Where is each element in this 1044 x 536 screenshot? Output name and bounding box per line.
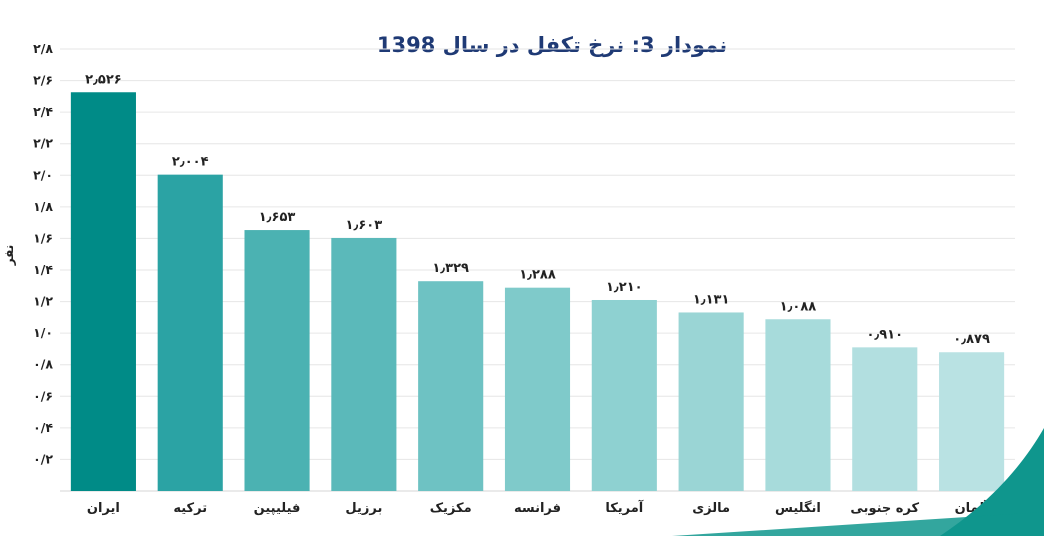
y-tick-label: ۲/۴ xyxy=(33,104,53,119)
category-labels: ایران ترکیه فیلیپین برزیل مکزیک فرانسه آمریکا م… xyxy=(87,499,989,516)
corner-decoration xyxy=(672,428,1044,536)
data-label: ۰٫۹۱۰ xyxy=(866,327,903,342)
data-label: ۱٫۲۸۸ xyxy=(519,268,556,283)
bar xyxy=(504,287,571,491)
y-tick-label: ۰/۴ xyxy=(33,420,53,435)
y-tick-label: ۲/۸ xyxy=(33,41,53,56)
y-axis-label: نفر xyxy=(2,245,16,267)
data-label: ۱٫۳۲۹ xyxy=(432,261,469,276)
bar xyxy=(70,92,136,491)
y-tick-label: ۱/۰ xyxy=(33,325,53,340)
y-tick-label: ۲/۶ xyxy=(33,73,53,88)
category-label: کره جنوبی xyxy=(850,501,919,516)
bars xyxy=(70,92,1005,492)
bar xyxy=(852,347,918,491)
data-label: ۲٫۵۲۶ xyxy=(85,72,122,87)
y-tick-label: ۲/۲ xyxy=(33,136,53,151)
category-label: برزیل xyxy=(345,501,382,516)
category-label: فرانسه xyxy=(514,501,561,516)
data-label: ۱٫۶۰۳ xyxy=(346,218,383,233)
bar xyxy=(591,299,657,491)
data-label: ۱٫۲۱۰ xyxy=(606,280,643,295)
y-tick-label: ۱/۲ xyxy=(33,294,53,309)
corner-swoosh xyxy=(940,428,1044,536)
bar xyxy=(939,352,1005,491)
bar xyxy=(765,319,831,491)
y-tick-label: ۰/۶ xyxy=(33,388,53,403)
data-label: ۰٫۸۷۹ xyxy=(953,332,990,347)
value-labels: ۲٫۵۲۶ ۲٫۰۰۴ ۱٫۶۵۳ ۱٫۶۰۳ ۱٫۳۲۹ ۱٫۲۸۸ ۱٫۲۱۰ ۱٫۱۳۱… xyxy=(85,72,990,347)
y-tick-label: ۰/۸ xyxy=(33,357,53,372)
category-label: مالزی xyxy=(692,501,730,516)
category-label: ترکیه xyxy=(173,501,207,516)
chart-title: نمودار 3: نرخ تکفل در سال 1398 xyxy=(377,33,727,57)
data-label: ۱٫۶۵۳ xyxy=(259,210,296,225)
category-label: آمریکا xyxy=(605,499,643,516)
y-tick-label: ۱/۶ xyxy=(33,230,53,245)
bar xyxy=(418,281,484,491)
y-tick-label: ۰/۲ xyxy=(33,451,53,466)
category-label: انگلیس xyxy=(775,500,821,516)
category-label: فیلیپین xyxy=(254,501,301,516)
bottom-stripe xyxy=(672,512,1044,536)
bar xyxy=(331,237,397,491)
data-label: ۲٫۰۰۴ xyxy=(172,155,209,170)
category-label: مکزیک xyxy=(430,501,472,516)
bar xyxy=(244,230,310,492)
y-tick-label: ۱/۴ xyxy=(33,262,53,277)
data-label: ۱٫۰۸۸ xyxy=(780,299,817,314)
category-label: ایران xyxy=(87,501,120,516)
y-tick-label: ۱/۸ xyxy=(33,199,53,214)
bar xyxy=(157,174,223,491)
data-label: ۱٫۱۳۱ xyxy=(693,292,730,307)
y-tick-label: ۲/۰ xyxy=(33,167,53,182)
bar xyxy=(678,312,744,491)
y-axis-ticks: ۰/۲ ۰/۴ ۰/۶ ۰/۸ ۱/۰ ۱/۲ ۱/۴ ۱/۶ ۱/۸ ۲/۰ ۲/۲ ۲/۴ ۲/۶ ۲… xyxy=(33,41,53,466)
